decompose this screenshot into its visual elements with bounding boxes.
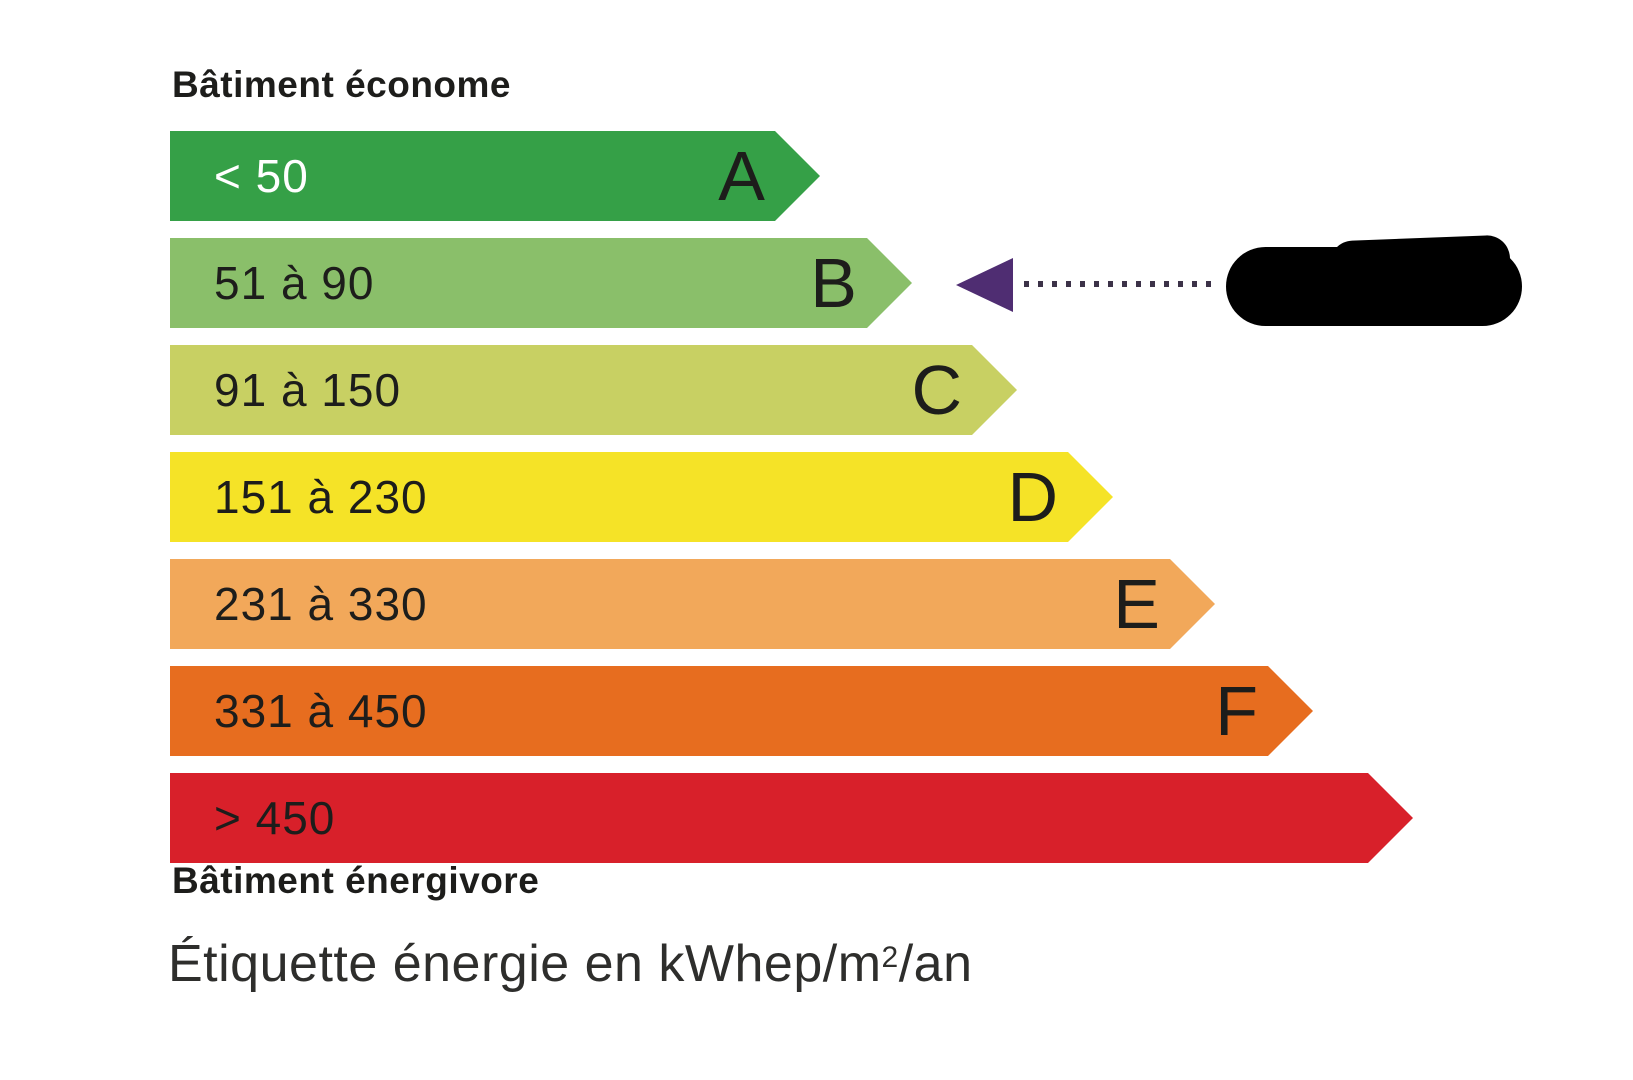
energy-class-bar-D: 151 à 230 D xyxy=(170,452,1113,542)
energy-intensive-building-label: Bâtiment énergivore xyxy=(172,860,540,901)
energy-class-letter: C xyxy=(911,351,962,429)
energy-range-label: 231 à 330 xyxy=(214,578,428,630)
energy-class-letter: B xyxy=(810,244,857,322)
energy-class-bar-F: 331 à 450 F xyxy=(170,666,1313,756)
unit-caption-prefix: Étiquette énergie en kWhep/m xyxy=(168,935,882,993)
energy-class-letter: D xyxy=(1007,458,1058,536)
energy-range-label: 91 à 150 xyxy=(214,364,402,416)
economical-building-label: Bâtiment économe xyxy=(172,64,512,105)
energy-class-scale: < 50 A 51 à 90 B 91 à 150 C 151 à 230 D … xyxy=(170,131,1413,880)
selected-class-arrow-icon xyxy=(956,258,1013,312)
energy-range-label: > 450 xyxy=(214,792,336,844)
energy-range-label: 331 à 450 xyxy=(214,685,428,737)
energy-class-bar-C: 91 à 150 C xyxy=(170,345,1017,435)
unit-caption-suffix: /an xyxy=(898,935,973,993)
energy-class-bar-B: 51 à 90 B xyxy=(170,238,912,328)
energy-range-label: < 50 xyxy=(214,150,309,202)
energy-class-bar-A: < 50 A xyxy=(170,131,820,221)
energy-class-bar-E: 231 à 330 E xyxy=(170,559,1215,649)
energy-class-bar-G: > 450 xyxy=(170,773,1413,863)
energy-class-letter: A xyxy=(718,137,765,215)
energy-range-label: 151 à 230 xyxy=(214,471,428,523)
energy-class-letter: E xyxy=(1113,565,1160,643)
energy-range-label: 51 à 90 xyxy=(214,257,375,309)
redacted-value-blob xyxy=(1226,247,1522,326)
unit-caption-superscript: 2 xyxy=(881,941,899,974)
dotted-leader-line xyxy=(1024,281,1220,287)
energy-class-letter: F xyxy=(1215,672,1258,750)
energy-label-unit-caption: Étiquette énergie en kWhep/m2/an xyxy=(168,934,973,994)
